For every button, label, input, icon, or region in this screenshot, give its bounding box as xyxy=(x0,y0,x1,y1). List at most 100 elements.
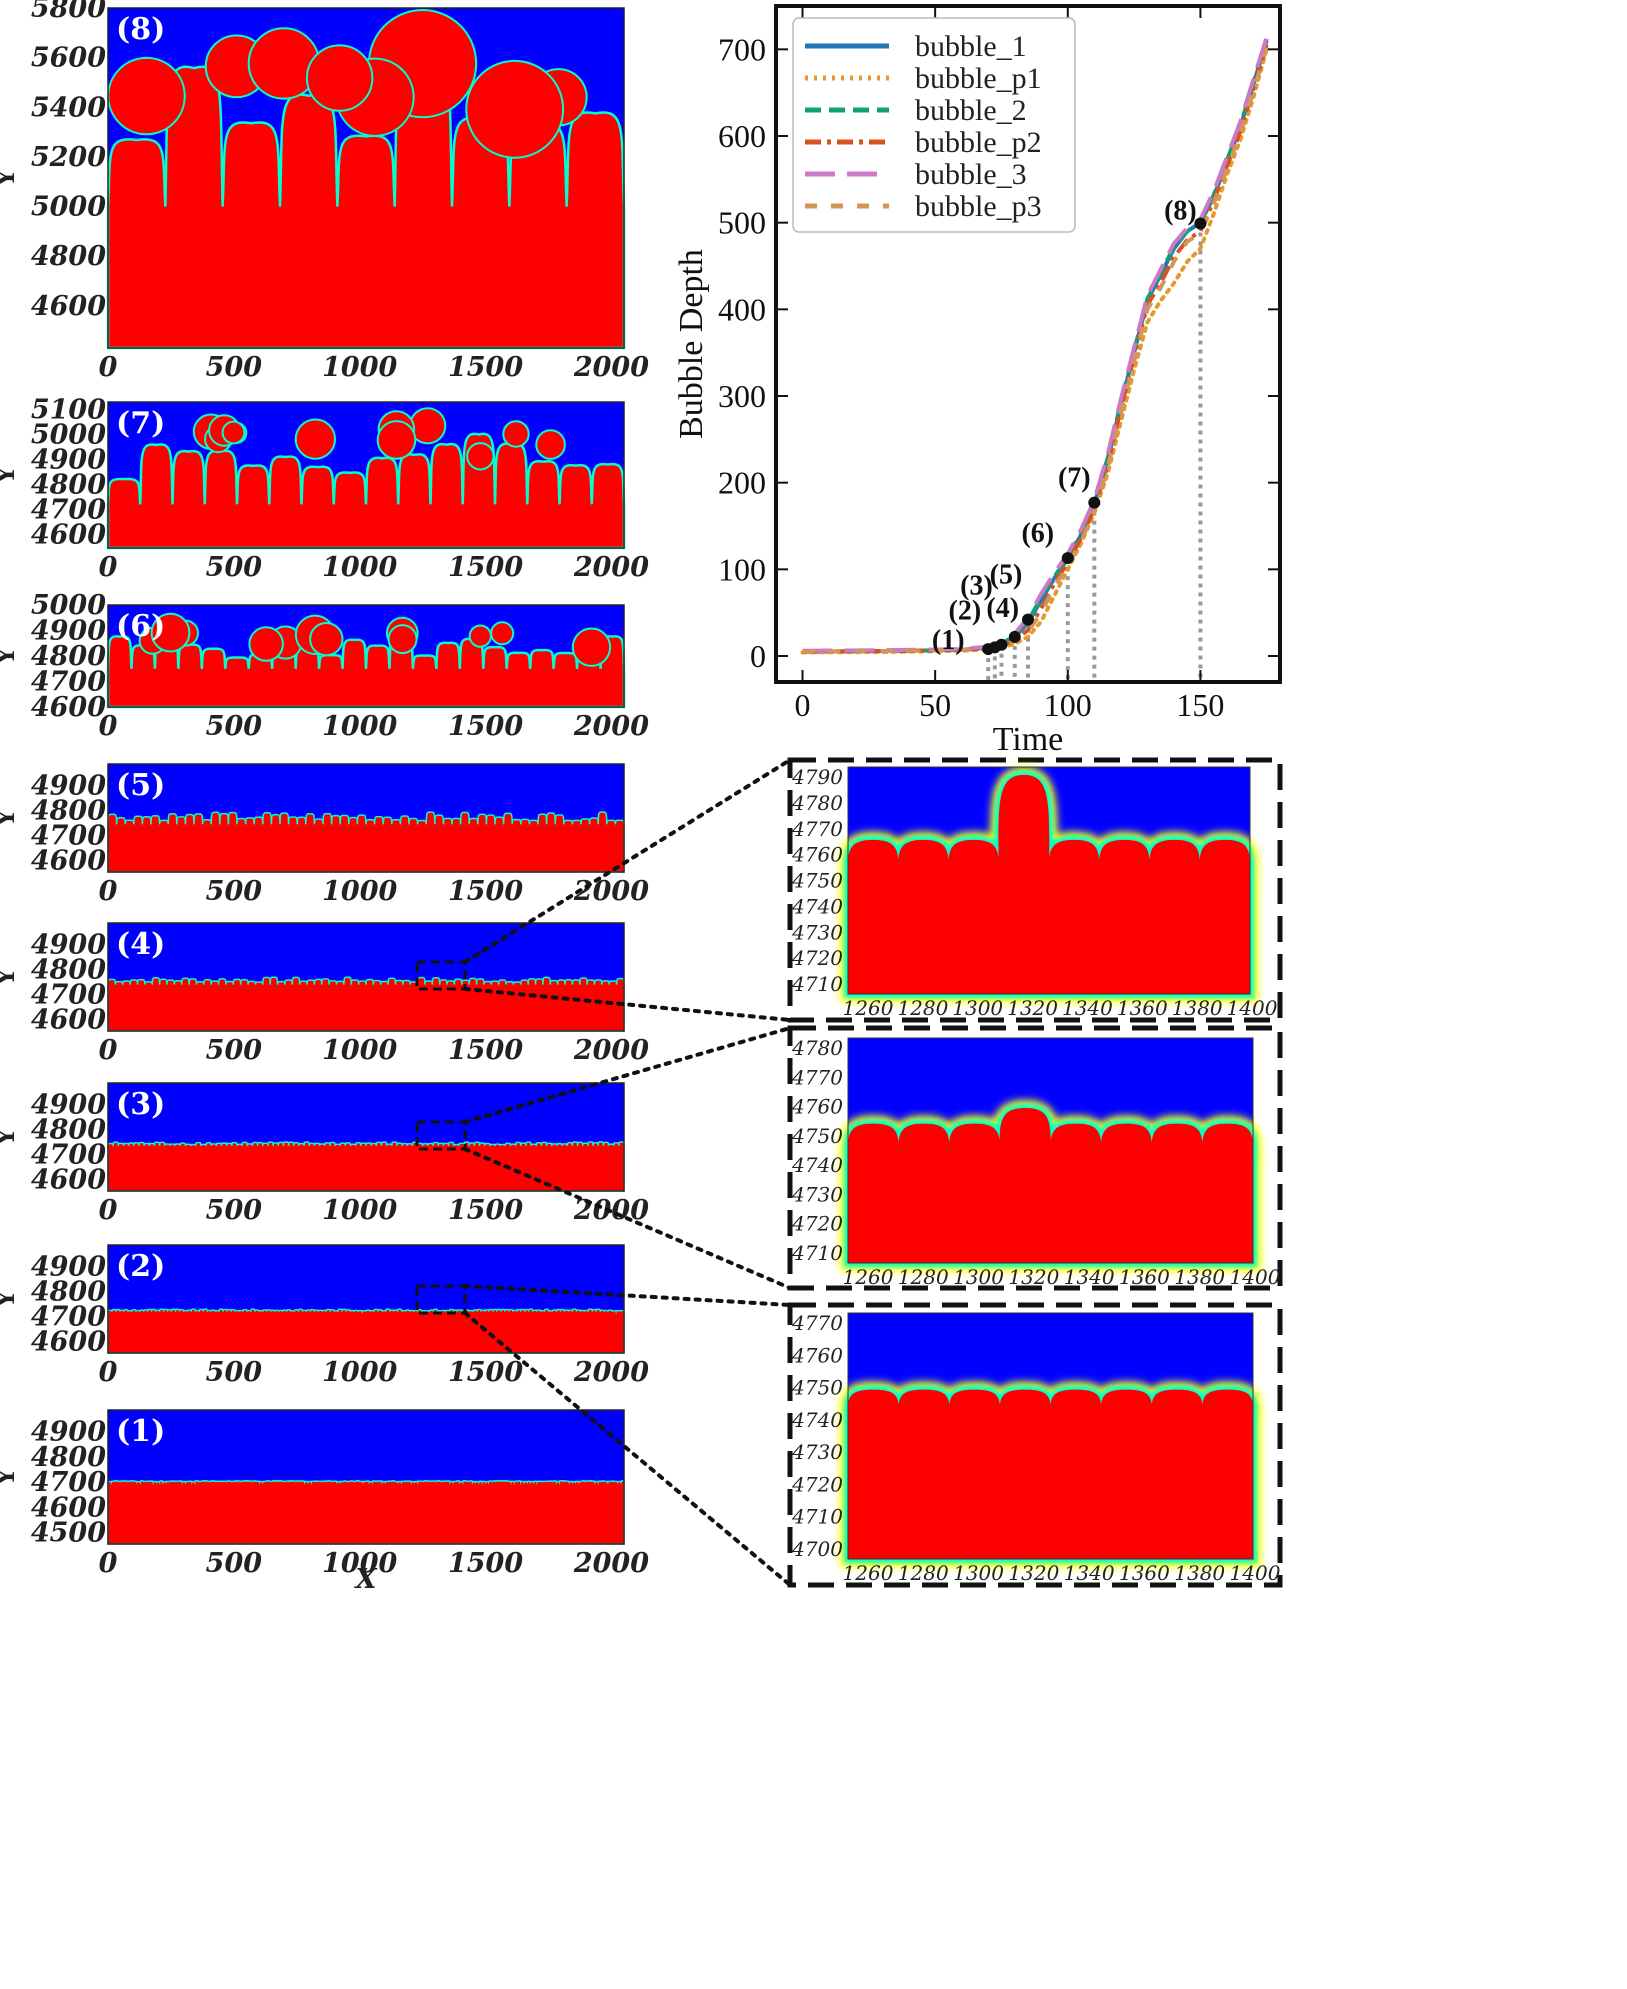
y-tick-label: 5100 xyxy=(31,394,106,425)
x-tick-label: 1000 xyxy=(322,876,397,907)
time-marker xyxy=(1022,613,1034,626)
y-tick-label: 600 xyxy=(718,118,766,154)
y-tick-label: 4700 xyxy=(31,821,106,852)
legend-box xyxy=(792,17,1076,233)
y-tick-label: 4600 xyxy=(31,1165,106,1196)
y-tick-label: 4800 xyxy=(31,641,106,672)
heavy-fluid-blob xyxy=(150,612,191,653)
x-tick-label: 1000 xyxy=(322,1548,397,1579)
marker-label: (1) xyxy=(932,625,965,656)
heavy-fluid-blob xyxy=(535,429,566,460)
y-tick-label: 4900 xyxy=(31,444,106,475)
marker-label: (3) xyxy=(960,571,993,602)
heavy-fluid-blob xyxy=(107,56,186,136)
y-axis-label: Y xyxy=(0,1468,20,1487)
series-line-bubble_p3 xyxy=(802,47,1269,654)
heavy-fluid-blob xyxy=(502,420,530,448)
x-tick-label: 2000 xyxy=(573,1548,649,1579)
time-marker xyxy=(1194,217,1207,230)
panel-label: (5) xyxy=(116,768,165,803)
y-tick-label: 4730 xyxy=(791,1182,843,1206)
y-tick-label: 4800 xyxy=(31,1114,106,1145)
heavy-fluid-blob xyxy=(309,621,344,657)
y-tick-label: 4900 xyxy=(31,1416,106,1447)
x-tick-label: 1360 xyxy=(1119,1265,1170,1289)
x-tick-label: 0 xyxy=(795,687,811,723)
marker-label: (4) xyxy=(986,593,1019,624)
heavy-fluid-blob xyxy=(466,442,495,471)
panel-label: (1) xyxy=(116,1414,165,1449)
y-axis-label: Y xyxy=(0,809,20,828)
heavy-fluid-blob xyxy=(248,626,284,662)
legend-label: bubble_p1 xyxy=(915,62,1042,95)
x-tick-label: 50 xyxy=(919,687,951,723)
x-tick-label: 1360 xyxy=(1119,1561,1170,1585)
x-tick-label: 1000 xyxy=(322,352,397,383)
x-tick-label: 0 xyxy=(99,711,118,742)
y-tick-label: 100 xyxy=(718,551,766,587)
y-tick-label: 4700 xyxy=(31,667,106,698)
y-tick-label: 4710 xyxy=(791,972,843,996)
time-marker xyxy=(1061,552,1074,565)
y-tick-label: 4770 xyxy=(791,1311,843,1335)
x-tick-label: 0 xyxy=(99,1357,118,1388)
x-tick-label: 1300 xyxy=(953,1561,1004,1585)
heavy-fluid-region xyxy=(107,811,625,873)
y-tick-label: 4750 xyxy=(791,1376,843,1400)
y-tick-label: 4750 xyxy=(791,1124,843,1148)
heavy-fluid-region xyxy=(106,632,626,709)
zoom-panel-(3): 4710 4720 4730 4740 4750 4760 4770 4780 1260 1280… xyxy=(787,1025,1283,1291)
plot-frame xyxy=(847,1037,1254,1264)
x-tick-label: 1500 xyxy=(448,711,523,742)
panel-label: (8) xyxy=(116,12,165,47)
zoom-frame xyxy=(787,1025,1283,1291)
x-axis-label: X xyxy=(354,1564,378,1595)
x-tick-label: 1400 xyxy=(1230,1265,1281,1289)
plot-frame xyxy=(847,766,1251,995)
legend-label: bubble_2 xyxy=(915,94,1027,127)
time-marker xyxy=(1008,630,1021,643)
marker-label: (8) xyxy=(1164,196,1197,227)
x-tick-label: 1000 xyxy=(322,1357,397,1388)
x-tick-label: 2000 xyxy=(573,711,649,742)
x-tick-label: 1000 xyxy=(322,1035,397,1066)
y-tick-label: 4900 xyxy=(31,929,106,960)
panel-frame xyxy=(107,401,625,549)
x-tick-label: 1260 xyxy=(843,1561,894,1585)
y-tick-label: 200 xyxy=(718,465,766,501)
panel-frame xyxy=(107,1244,625,1354)
heavy-fluid-region xyxy=(107,1308,625,1354)
y-axis-label: Y xyxy=(0,1290,20,1309)
heavy-fluid-region xyxy=(107,976,625,1032)
y-tick-label: 4730 xyxy=(791,1440,843,1464)
heavy-fluid-region xyxy=(847,1108,1254,1263)
y-axis-label: Y xyxy=(0,1128,20,1147)
x-tick-label: 500 xyxy=(206,1548,263,1579)
x-tick-label: 500 xyxy=(206,352,263,383)
zoom-connector-line xyxy=(463,1284,792,1307)
x-tick-label: 0 xyxy=(99,876,118,907)
x-tick-label: 1500 xyxy=(448,1195,523,1226)
panel-label: (3) xyxy=(116,1087,165,1122)
y-tick-label: 4740 xyxy=(791,1408,843,1432)
x-tick-label: 1380 xyxy=(1174,1265,1225,1289)
heavy-fluid-blob xyxy=(221,420,246,445)
x-tick-label: 500 xyxy=(206,1357,263,1388)
y-tick-label: 4800 xyxy=(31,954,106,985)
x-tick-label: 2000 xyxy=(573,352,649,383)
zoom-source-box xyxy=(415,1120,467,1151)
x-tick-label: 1360 xyxy=(1117,996,1168,1020)
zoom-connector-line xyxy=(463,1311,792,1587)
x-tick-label: 1000 xyxy=(322,711,397,742)
y-tick-label: 4700 xyxy=(31,1302,106,1333)
y-tick-label: 4800 xyxy=(31,241,106,272)
heavy-fluid-blob xyxy=(387,624,418,655)
y-tick-label: 4600 xyxy=(31,1492,106,1523)
y-tick-label: 5400 xyxy=(31,92,106,123)
